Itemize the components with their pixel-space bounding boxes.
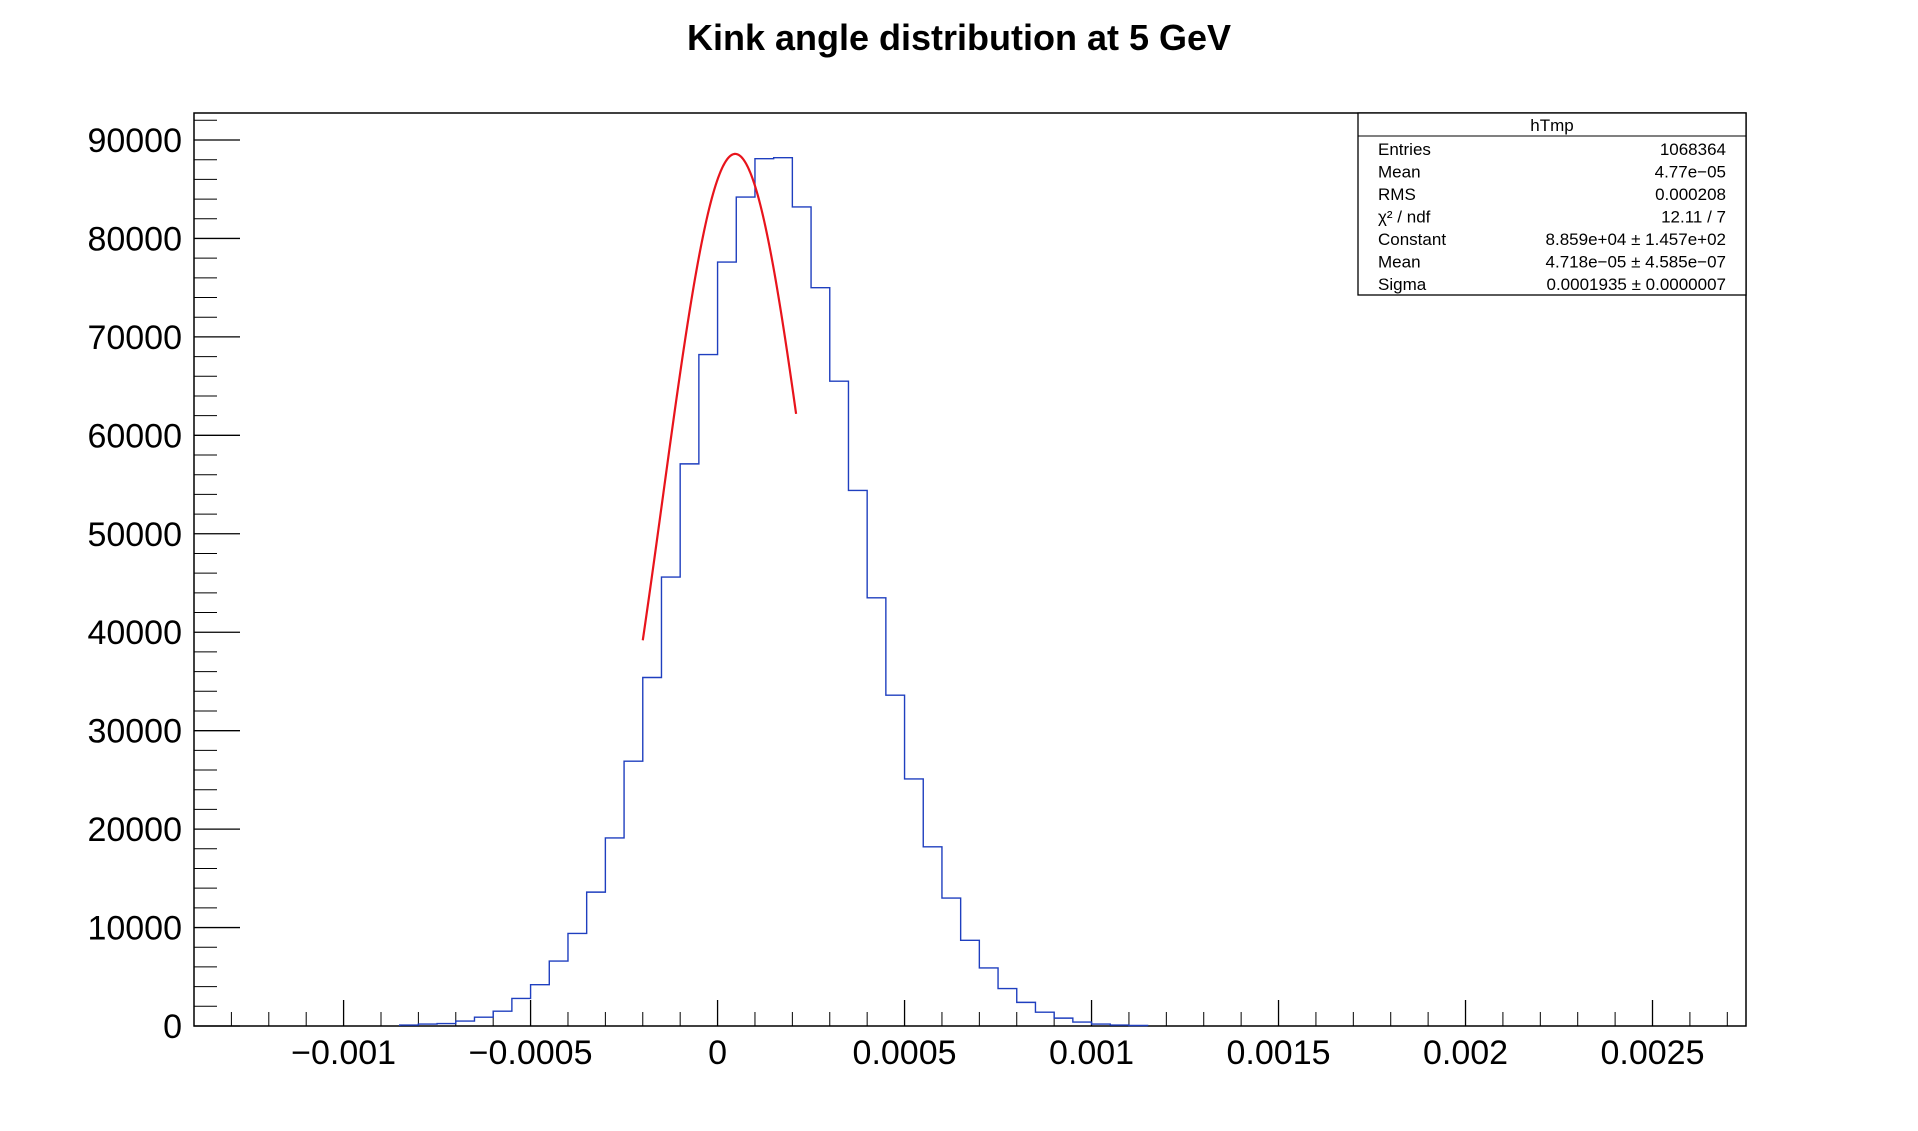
stats-value: 0.0001935 ± 0.0000007 [1547,275,1727,294]
stats-label: Mean [1378,163,1421,182]
x-tick-label: 0.0005 [853,1034,957,1072]
x-tick-label: 0.002 [1423,1034,1508,1072]
chart-title: Kink angle distribution at 5 GeV [687,17,1231,58]
stats-value: 8.859e+04 ± 1.457e+02 [1546,230,1726,249]
y-tick-label: 50000 [87,516,182,554]
stats-label: χ² / ndf [1378,208,1431,227]
y-tick-label: 80000 [87,220,182,258]
y-tick-label: 70000 [87,319,182,357]
x-tick-label: 0.001 [1049,1034,1134,1072]
stats-value: 12.11 / 7 [1661,208,1726,227]
stats-value: 4.718e−05 ± 4.585e−07 [1546,253,1726,272]
data-marks [400,154,1148,1026]
stats-label: Entries [1378,140,1431,159]
gaussian-fit-curve [643,154,796,640]
y-tick-label: 0 [163,1008,182,1046]
stats-value: 4.77e−05 [1655,163,1726,182]
y-tick-label: 20000 [87,811,182,849]
histogram-outline [400,158,1148,1026]
x-tick-label: −0.001 [291,1034,396,1072]
stats-label: Constant [1378,230,1446,249]
y-tick-label: 90000 [87,122,182,160]
y-tick-label: 60000 [87,417,182,455]
stats-label: Sigma [1378,275,1427,294]
stats-box-title: hTmp [1530,116,1573,135]
stats-value: 1068364 [1660,140,1726,159]
stats-label: Mean [1378,253,1421,272]
stats-value: 0.000208 [1655,185,1726,204]
stats-box: hTmp Entries 1068364 Mean 4.77e−05 RMS 0.00020… [1358,113,1746,295]
x-tick-label: 0.0015 [1227,1034,1331,1072]
y-tick-label: 10000 [87,910,182,948]
x-tick-label: 0.0025 [1601,1034,1705,1072]
y-tick-label: 40000 [87,614,182,652]
y-tick-label: 30000 [87,713,182,751]
x-tick-label: −0.0005 [469,1034,593,1072]
x-tick-label: 0 [708,1034,727,1072]
stats-label: RMS [1378,185,1416,204]
